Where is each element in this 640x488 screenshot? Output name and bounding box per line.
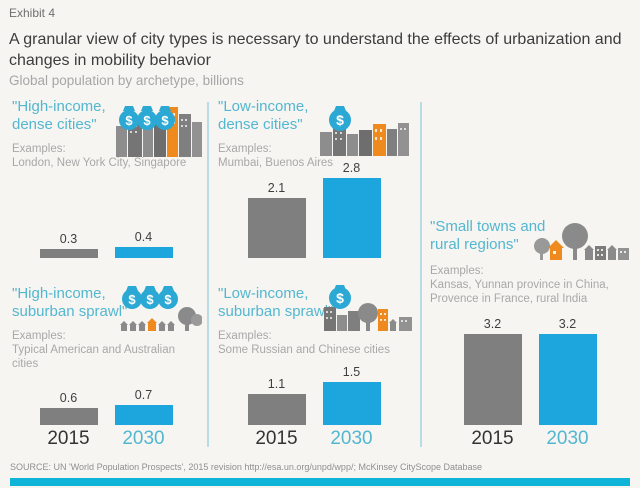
svg-text:$: $: [336, 112, 344, 128]
value-label-2015: 2.1: [267, 181, 286, 195]
vertical-divider-left: [207, 102, 209, 447]
value-label-2030: 0.7: [134, 388, 153, 402]
bar-2030: [114, 247, 173, 258]
money-bags-3-suburbs-icon: $ $ $: [120, 286, 202, 331]
year-label-2015: 2015: [255, 427, 298, 449]
panel-low-income-suburban: "Low-income, suburban sprawl" $ Examples…: [216, 285, 412, 450]
bar-group-2015: 0.3: [39, 232, 98, 258]
panel-low-income-dense: "Low-income, dense cities" $ Examples: M…: [216, 98, 412, 258]
year-label-2015: 2015: [47, 427, 90, 449]
value-label-2030: 1.5: [342, 365, 361, 379]
svg-text:$: $: [143, 113, 151, 128]
bar-2030: [322, 382, 381, 425]
svg-text:$: $: [164, 292, 172, 307]
examples-text: Typical American and Australian cities: [12, 344, 176, 370]
svg-text:$: $: [128, 292, 136, 307]
bar-2030: [538, 334, 597, 425]
source-line: SOURCE: UN 'World Population Prospects',…: [10, 462, 483, 472]
bar-group-2030: 0.4: [114, 230, 173, 258]
bar-group-2015: 0.6 2015: [39, 391, 98, 450]
money-bags-3-dense-city-icon: $ $ $: [116, 106, 202, 157]
value-label-2030: 3.2: [558, 317, 577, 331]
svg-text:$: $: [125, 113, 133, 128]
examples-label: Examples:: [12, 330, 66, 342]
examples-text: Kansas, Yunnan province in China, Proven…: [430, 279, 609, 305]
bar-group-2030: 1.5 2030: [322, 365, 381, 450]
panel-title: "Small towns and rural regions": [430, 218, 546, 253]
year-label-2030: 2030: [330, 427, 373, 449]
page-title: A granular view of city types is necessa…: [9, 31, 622, 70]
svg-text:$: $: [161, 113, 169, 128]
bar-2015: [39, 408, 98, 425]
bar-2030: [114, 405, 173, 425]
bar-chart: 3.2 2015 3.2 2030: [428, 317, 632, 450]
bar-2030: [322, 178, 381, 258]
examples-text: Some Russian and Chinese cities: [218, 344, 390, 356]
examples-text: London, New York City, Singapore: [12, 157, 187, 169]
money-bag-1-dense-city-icon: $: [320, 106, 409, 156]
svg-text:$: $: [336, 290, 344, 306]
svg-text:$: $: [146, 292, 154, 307]
value-label-2030: 0.4: [134, 230, 153, 244]
examples-label: Examples:: [218, 143, 272, 155]
bar-2015: [247, 394, 306, 425]
year-label-2030: 2030: [546, 427, 589, 449]
bar-2015: [39, 249, 98, 258]
value-label-2015: 0.3: [59, 232, 78, 246]
value-label-2015: 0.6: [59, 391, 78, 405]
panel-high-income-suburban: "High-income, suburban sprawl" $ $ $: [10, 285, 202, 450]
bar-chart: 0.3 0.4: [10, 230, 202, 258]
value-label-2015: 3.2: [483, 317, 502, 331]
bar-group-2015: 1.1 2015: [247, 377, 306, 450]
towns-trees-houses-icon: [534, 223, 629, 260]
bar-group-2030: 2.8: [322, 161, 381, 258]
money-bag-1-suburbs-icon: $: [324, 285, 412, 331]
year-label-2015: 2015: [471, 427, 514, 449]
bar-group-2015: 3.2 2015: [463, 317, 522, 450]
panel-title: "Low-income, dense cities": [218, 98, 309, 133]
examples-label: Examples:: [430, 265, 484, 277]
panel-small-towns-rural: "Small towns and rural regions" Examples…: [428, 218, 632, 450]
panel-title: "High-income, suburban sprawl": [12, 285, 128, 320]
vertical-divider-right: [420, 102, 422, 447]
chart-subtitle: Global population by archetype, billions: [9, 73, 244, 88]
examples-label: Examples:: [12, 143, 66, 155]
year-label-2030: 2030: [122, 427, 165, 449]
bar-chart: 1.1 2015 1.5 2030: [216, 365, 412, 450]
value-label-2030: 2.8: [342, 161, 361, 175]
bar-2015: [463, 334, 522, 425]
panel-title: "Low-income, suburban sprawl": [218, 285, 334, 320]
examples-text: Mumbai, Buenos Aires: [218, 157, 334, 169]
value-label-2015: 1.1: [267, 377, 286, 391]
bottom-accent-bar: [10, 478, 630, 486]
bar-group-2030: 0.7 2030: [114, 388, 173, 450]
panel-title: "High-income, dense cities": [12, 98, 106, 133]
examples-label: Examples:: [218, 330, 272, 342]
bar-chart: 0.6 2015 0.7 2030: [10, 388, 202, 450]
bar-group-2030: 3.2 2030: [538, 317, 597, 450]
bar-chart: 2.1 2.8: [216, 161, 412, 258]
exhibit-number: Exhibit 4: [9, 6, 56, 20]
panel-high-income-dense: "High-income, dense cities" $ $: [10, 98, 202, 258]
bar-2015: [247, 198, 306, 258]
bar-group-2015: 2.1: [247, 181, 306, 258]
